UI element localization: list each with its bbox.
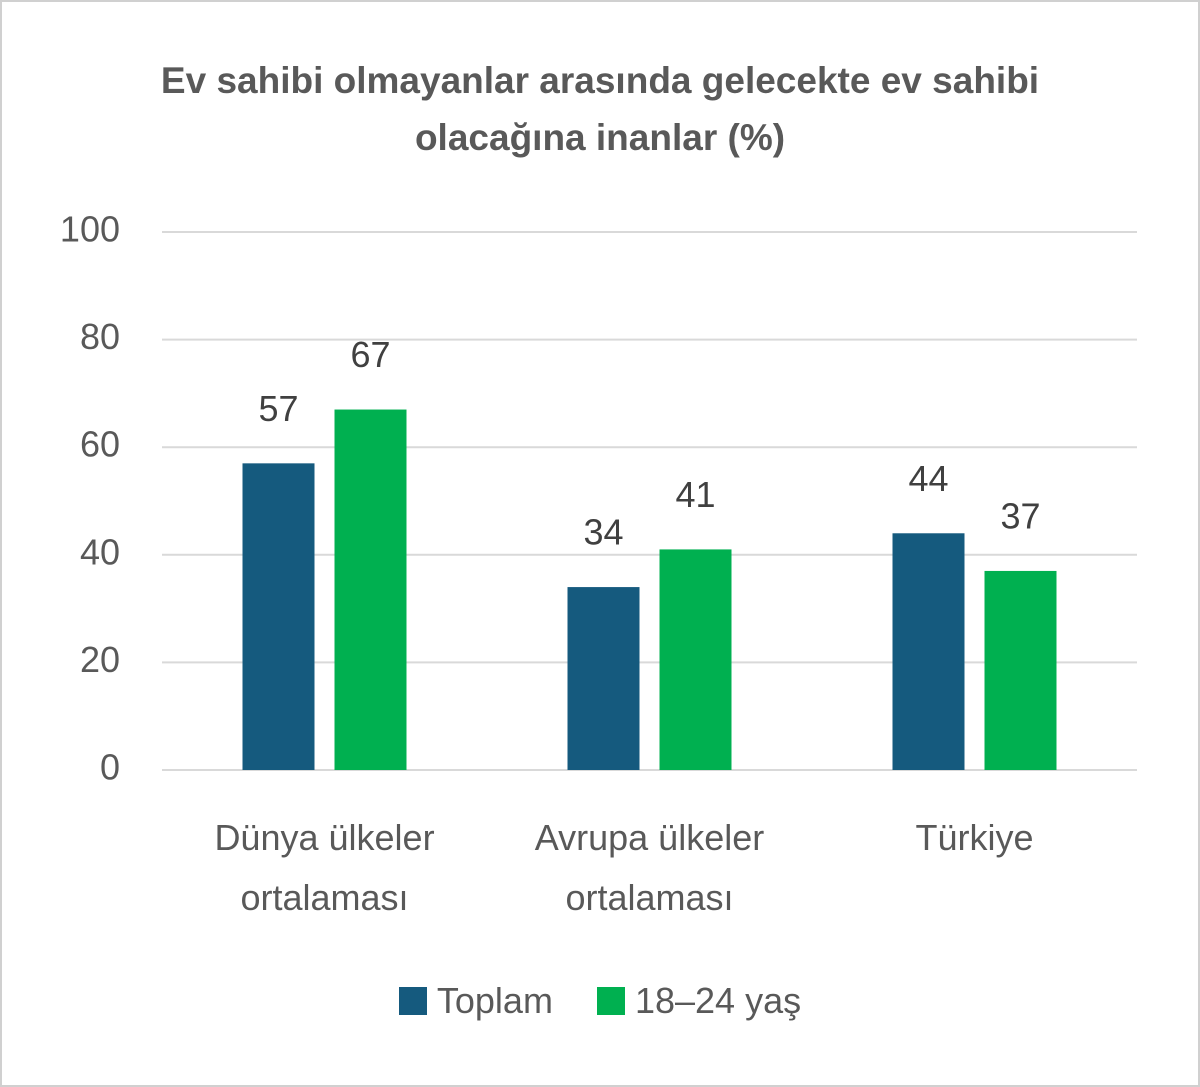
bar [984,570,1057,770]
y-tick-label: 0 [100,747,120,788]
value-label: 37 [1000,495,1040,536]
bar [567,587,640,770]
legend-swatch [398,987,427,1015]
legend-swatch [596,987,625,1015]
legend-item: 18–24 yaş [596,980,802,1022]
chart-title: Ev sahibi olmayanlar arasında gelecekte … [160,60,1040,158]
y-tick-label: 80 [80,316,120,357]
value-label: 34 [583,512,623,553]
bar [334,409,407,770]
y-tick-label: 20 [80,639,120,680]
x-tick-label: Avrupa ülkeler ortalaması [534,817,765,918]
value-label: 67 [350,334,390,375]
value-label: 41 [675,474,715,515]
legend-item: Toplam [398,980,553,1022]
value-label: 44 [908,458,948,499]
x-tick-label: Dünya ülkeler ortalaması [214,817,435,918]
bar [892,533,965,770]
x-tick-label: Türkiye [915,817,1034,858]
legend-label: 18–24 yaş [634,980,802,1021]
y-tick-label: 40 [80,531,120,572]
y-tick-label: 60 [80,424,120,465]
bar [242,463,315,770]
y-tick-label: 100 [60,209,120,250]
value-label: 57 [258,388,298,429]
legend-label: Toplam [436,980,553,1021]
legend: Toplam 18–24 yaş [2,980,1198,1022]
bar [659,549,732,770]
